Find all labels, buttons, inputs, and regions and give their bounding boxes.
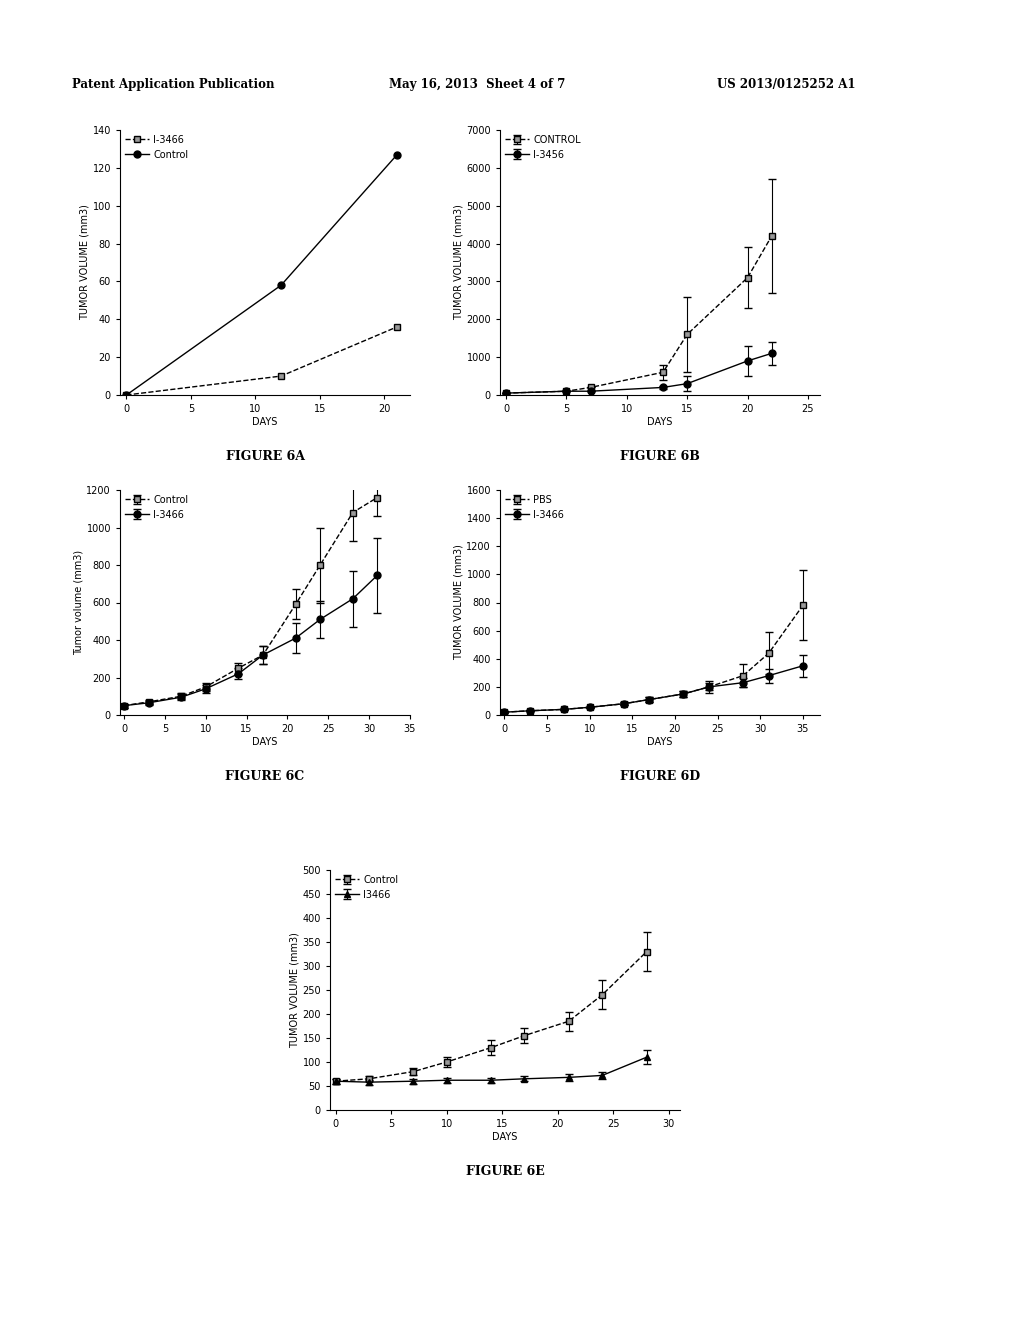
Text: FIGURE 6E: FIGURE 6E — [466, 1166, 545, 1179]
Legend: Control, I-3466: Control, I-3466 — [123, 492, 190, 521]
Y-axis label: TUMOR VOLUME (mm3): TUMOR VOLUME (mm3) — [454, 205, 464, 321]
Text: May 16, 2013  Sheet 4 of 7: May 16, 2013 Sheet 4 of 7 — [389, 78, 565, 91]
Legend: I-3466, Control: I-3466, Control — [123, 133, 190, 161]
X-axis label: DAYS: DAYS — [647, 737, 673, 747]
Legend: Control, I3466: Control, I3466 — [333, 873, 400, 902]
X-axis label: DAYS: DAYS — [647, 417, 673, 426]
X-axis label: DAYS: DAYS — [493, 1131, 518, 1142]
Y-axis label: Tumor volume (mm3): Tumor volume (mm3) — [74, 550, 84, 655]
Y-axis label: TUMOR VOLUME (mm3): TUMOR VOLUME (mm3) — [454, 545, 464, 660]
Text: FIGURE 6C: FIGURE 6C — [225, 771, 304, 784]
Text: FIGURE 6D: FIGURE 6D — [620, 771, 700, 784]
Legend: CONTROL, I-3456: CONTROL, I-3456 — [503, 133, 583, 161]
Y-axis label: TUMOR VOLUME (mm3): TUMOR VOLUME (mm3) — [80, 205, 90, 321]
Text: Patent Application Publication: Patent Application Publication — [72, 78, 274, 91]
Text: FIGURE 6B: FIGURE 6B — [621, 450, 700, 463]
Y-axis label: TUMOR VOLUME (mm3): TUMOR VOLUME (mm3) — [290, 932, 300, 1048]
Legend: PBS, I-3466: PBS, I-3466 — [503, 492, 566, 521]
Text: FIGURE 6A: FIGURE 6A — [225, 450, 304, 463]
X-axis label: DAYS: DAYS — [252, 417, 278, 426]
X-axis label: DAYS: DAYS — [252, 737, 278, 747]
Text: US 2013/0125252 A1: US 2013/0125252 A1 — [717, 78, 855, 91]
